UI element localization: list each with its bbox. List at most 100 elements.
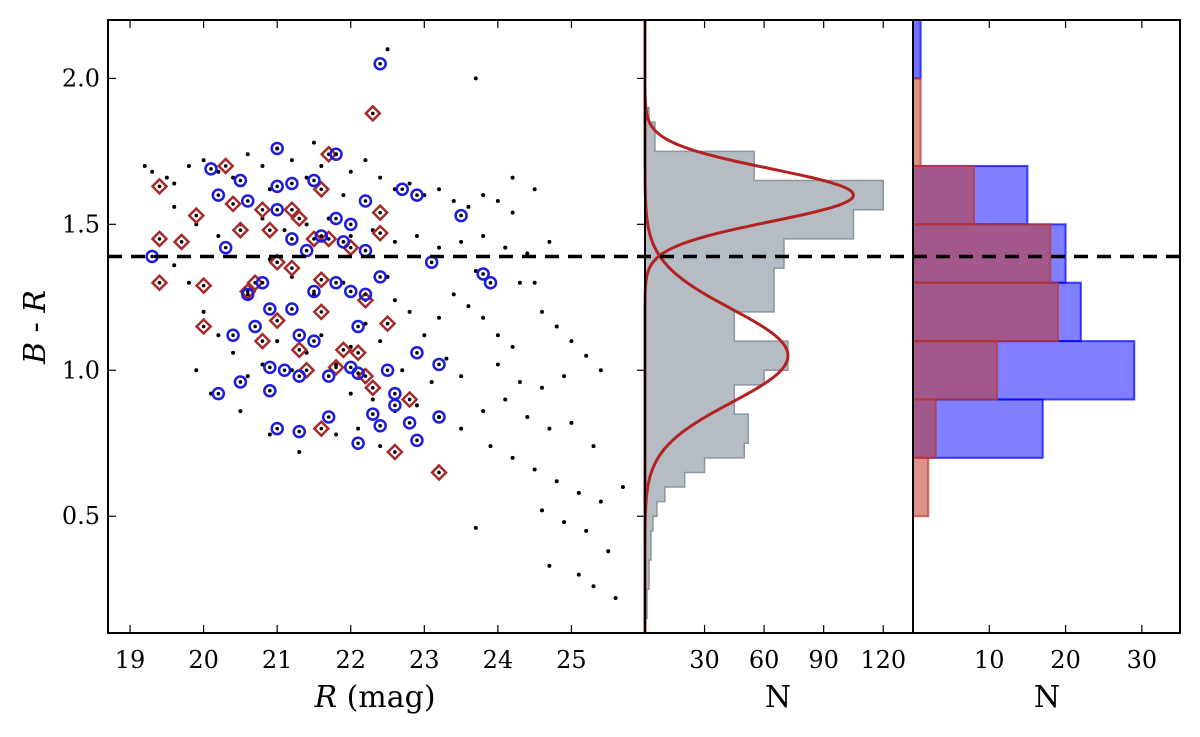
- diamond-point: [364, 379, 382, 397]
- diamond-point: [283, 200, 301, 219]
- data-point: [422, 333, 427, 338]
- circle-point: [395, 182, 409, 197]
- data-point: [473, 76, 478, 81]
- circle-point: [402, 416, 417, 430]
- data-point: [466, 204, 471, 209]
- data-point: [172, 204, 177, 209]
- circle-point-core: [275, 146, 279, 151]
- circle-point-core: [238, 380, 243, 384]
- diamond-point-core: [319, 310, 324, 314]
- data-point: [532, 187, 537, 192]
- x-tick-label: 19: [115, 646, 146, 674]
- circle-point: [285, 302, 299, 316]
- diamond-point: [349, 344, 367, 362]
- circle-point: [329, 211, 343, 226]
- data-point: [481, 193, 486, 198]
- diamond-point: [290, 341, 309, 359]
- circle-point: [255, 275, 270, 290]
- data-point: [554, 324, 559, 329]
- data-point: [186, 280, 191, 285]
- histogram-bar-top: [912, 19, 922, 80]
- data-point: [311, 140, 316, 145]
- circle-point-core: [348, 222, 353, 227]
- data-point: [473, 525, 478, 530]
- data-point: [569, 420, 574, 425]
- diamond-point-core: [371, 386, 375, 390]
- circle-point-core: [260, 280, 265, 285]
- circle-point: [277, 363, 292, 378]
- data-point: [532, 467, 537, 472]
- diamond-point: [371, 203, 389, 222]
- x-tick-label: 90: [808, 646, 839, 674]
- circle-point: [336, 235, 351, 249]
- circle-point: [299, 243, 314, 258]
- circle-point: [351, 366, 365, 380]
- circle-point-core: [415, 350, 419, 355]
- diamond-point-core: [378, 231, 382, 235]
- data-point: [275, 339, 280, 344]
- data-point: [554, 479, 559, 484]
- data-point: [429, 379, 434, 384]
- circle-point: [226, 328, 240, 343]
- diamond-point: [150, 273, 169, 292]
- data-point: [378, 339, 383, 344]
- data-point: [591, 444, 596, 449]
- data-point: [392, 239, 397, 244]
- diamond-point-core: [290, 207, 294, 212]
- diamond-point: [327, 358, 345, 377]
- diamond-point-core: [201, 324, 206, 329]
- data-point: [216, 333, 221, 338]
- circle-point: [270, 141, 284, 156]
- diamond-point-core: [378, 210, 382, 215]
- x-tick-label: 30: [689, 646, 720, 674]
- diamond-point: [194, 276, 213, 295]
- axis-labels: R (mag) N N B - R: [18, 290, 1060, 715]
- circle-point: [285, 232, 299, 246]
- data-point: [525, 414, 530, 419]
- data-point: [517, 280, 522, 285]
- data-point: [319, 333, 324, 338]
- data-point: [201, 309, 206, 314]
- data-point: [481, 234, 486, 239]
- circle-point: [483, 275, 498, 290]
- circle-point: [233, 375, 248, 389]
- data-point: [363, 158, 368, 163]
- circle-point: [410, 433, 424, 448]
- data-point: [311, 292, 316, 297]
- circle-point: [211, 188, 226, 202]
- diamond-point-core: [231, 202, 235, 206]
- circle-point-core: [297, 374, 302, 378]
- data-point: [378, 444, 383, 449]
- diamond-point: [297, 361, 316, 380]
- diamond-point-core: [371, 111, 375, 116]
- data-point: [172, 263, 177, 268]
- circle-point-core: [356, 371, 360, 376]
- circle-point: [358, 287, 373, 302]
- circle-point-core: [312, 339, 316, 343]
- circle-point: [241, 194, 255, 208]
- data-point: [620, 485, 625, 490]
- x-tick-label: 23: [409, 646, 440, 674]
- data-point: [414, 403, 419, 408]
- data-point: [547, 563, 552, 568]
- circle-point: [263, 302, 277, 316]
- data-point: [532, 280, 537, 285]
- diamond-point: [400, 390, 419, 409]
- circle-point-core: [238, 178, 243, 183]
- data-point: [267, 432, 272, 437]
- circle-point: [351, 319, 365, 334]
- circle-point-core: [348, 365, 353, 370]
- diamond-point-core: [312, 237, 316, 241]
- gray-histogram-panel: 30 60 90 120: [643, 19, 914, 674]
- data-point: [459, 374, 464, 379]
- diamond-point-core: [260, 207, 265, 212]
- data-point: [540, 309, 545, 314]
- circle-point: [248, 319, 262, 334]
- data-point: [392, 298, 397, 303]
- data-point: [503, 245, 508, 250]
- data-point: [437, 315, 442, 320]
- diamond-point-core: [238, 228, 243, 232]
- circle-point: [351, 436, 365, 451]
- circle-point: [270, 179, 284, 194]
